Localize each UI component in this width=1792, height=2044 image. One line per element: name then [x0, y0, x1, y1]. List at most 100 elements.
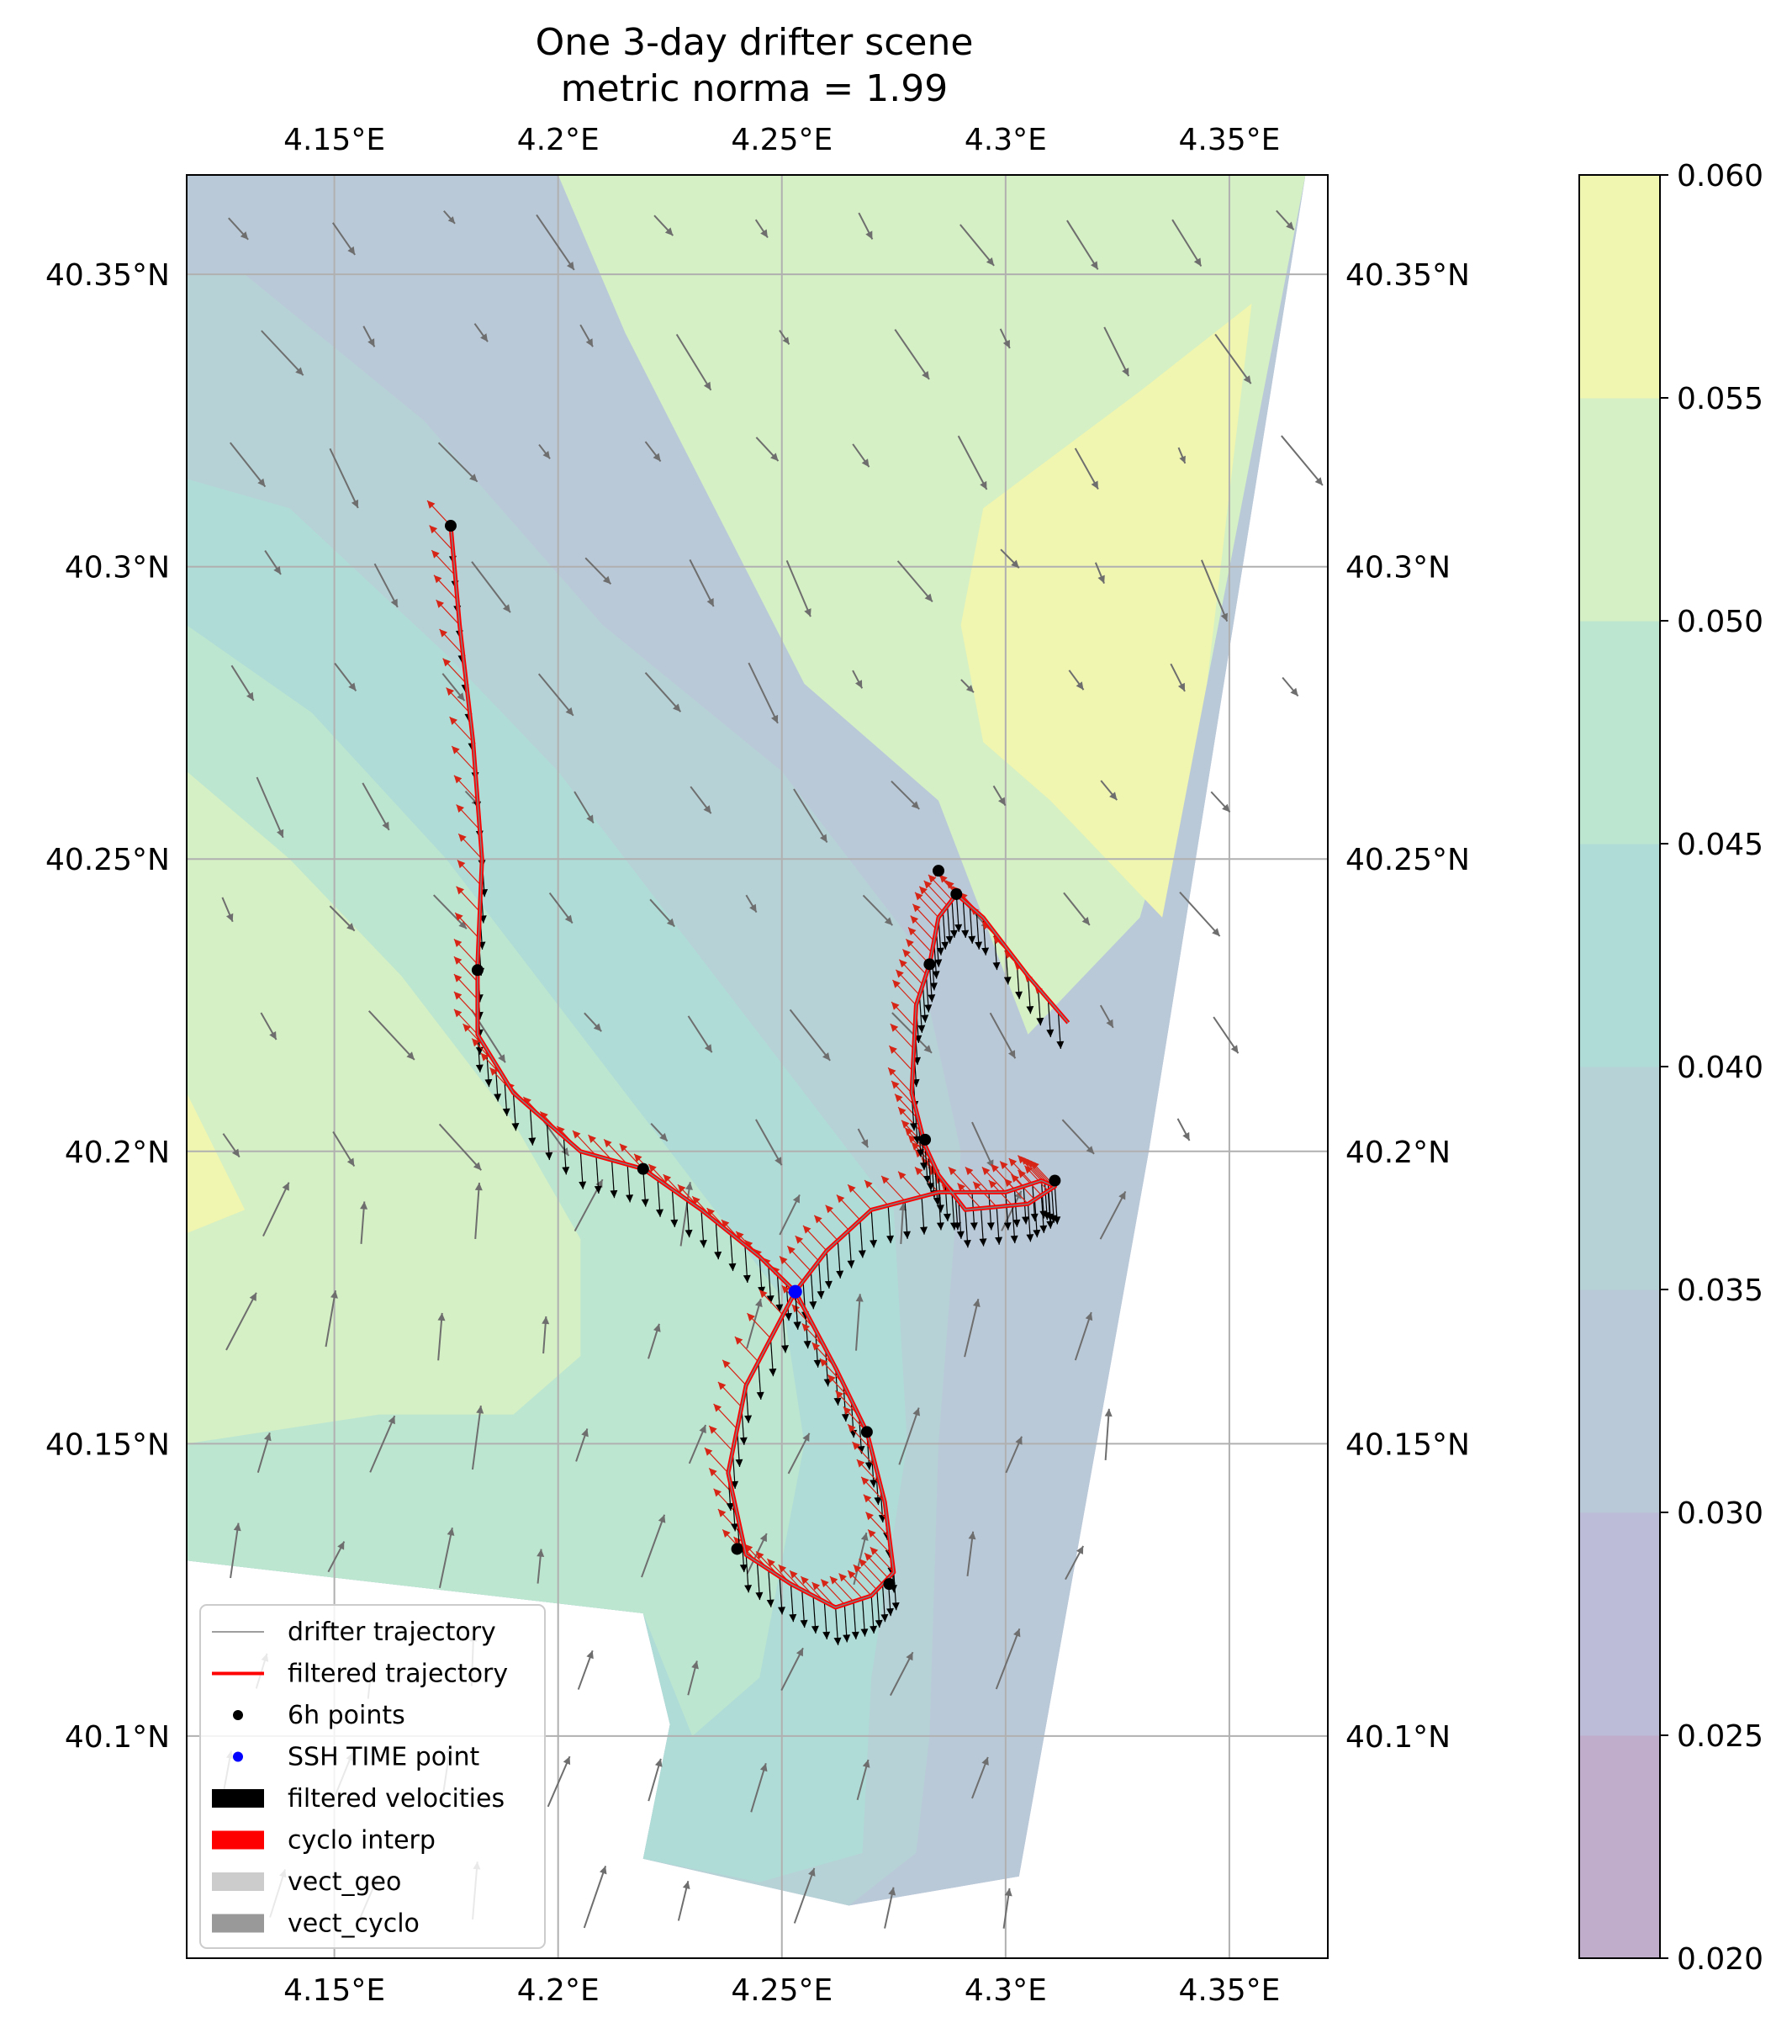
cyclo-interp-arrow-12-2-head: [827, 1374, 836, 1383]
vector-arrow-95: [793, 1867, 816, 1924]
x-tick-label-top-4: 4.35°E: [1178, 123, 1280, 157]
cyclo-interp-arrow-17-0-head: [811, 1582, 821, 1591]
vector-arrow-10: [225, 1292, 257, 1351]
vector-arrow-117: [992, 785, 1007, 807]
filtered-velocity-arrow-28-0-head: [1053, 1216, 1061, 1225]
legend-item-7: vect_cyclo: [212, 1909, 420, 1939]
cyclo-interp-arrow-3-2: [456, 886, 481, 913]
colorbar-label-3: 0.035: [1677, 1274, 1763, 1308]
vector-arrow-130-head: [1091, 480, 1098, 490]
cyclo-interp-arrow-4-0: [453, 938, 478, 965]
filtered-velocity-arrow-10-1: [766, 1265, 774, 1304]
vector-arrow-44-head: [447, 1528, 455, 1536]
vector-arrow-142-head: [1243, 375, 1251, 384]
vector-arrow-108-head: [860, 1533, 869, 1541]
vector-arrow-54: [548, 892, 574, 924]
filtered-velocity-arrow-17-1: [822, 1601, 831, 1640]
vector-arrow-101: [891, 780, 920, 810]
cyclo-interp-arrow-15-0: [870, 1546, 895, 1573]
filtered-velocity-arrow-31-3: [927, 1152, 934, 1191]
filtered-velocity-arrow-36-3-head: [949, 929, 958, 938]
vector-arrow-139-shaft: [1104, 1408, 1110, 1460]
drifter-trajectory-line: [450, 525, 1069, 1608]
filtered-velocity-arrow-15-3-head: [875, 1619, 883, 1628]
vector-arrow-72-head: [659, 1132, 668, 1141]
colorbar-segment-2: [1579, 1289, 1660, 1513]
colorbar-label-1: 0.025: [1677, 1719, 1763, 1754]
vector-arrow-8: [222, 1133, 241, 1158]
filtered-velocity-arrow-8-0-head: [641, 1199, 649, 1207]
vector-arrow-54-head: [564, 914, 573, 924]
vector-arrow-127-head: [1004, 1888, 1012, 1897]
y-tick-label-left-2: 40.2°N: [65, 1136, 170, 1170]
cyclo-interp-arrow-3-0-head: [458, 834, 467, 842]
filtered-velocity-arrow-20-0-head: [726, 1502, 734, 1512]
cyclo-interp-arrow-35-3-head: [912, 903, 921, 913]
vector-arrow-131: [1094, 562, 1105, 584]
cyclo-interp-arrow-4-3-head: [453, 991, 463, 1000]
filtered-velocity-arrow-18-0-head: [789, 1613, 797, 1623]
cyclo-interp-arrow-16-0: [847, 1570, 872, 1597]
filtered-velocity-arrow-24-2-head: [903, 1231, 911, 1239]
cyclo-interp-arrow-19-2-head: [713, 1488, 722, 1497]
cyclo-interp-arrow-36-1: [918, 886, 944, 913]
filtered-velocity-arrow-32-0-head: [923, 1175, 931, 1184]
vector-arrow-19-head: [390, 598, 398, 607]
cyclo-interp-arrow-13-3: [856, 1459, 881, 1485]
cyclo-interp-arrow-24-1-head: [864, 1180, 873, 1189]
cyclo-interp-arrow-25-2-head: [948, 1167, 957, 1176]
cyclo-interp-arrow-2-2-head: [453, 775, 463, 784]
vector-arrow-140-head: [1076, 1546, 1084, 1554]
filtered-velocity-arrow-10-1-head: [766, 1295, 774, 1304]
vector-arrow-79-head: [682, 1881, 690, 1889]
filtered-velocity-arrow-30-1: [956, 1200, 965, 1239]
filtered-velocity-arrow-8-1: [656, 1178, 663, 1217]
x-tick-label-bottom-0: 4.15°E: [283, 1973, 385, 2008]
cyclo-interp-arrow-4-2: [453, 973, 478, 1000]
cyclo-interp-arrow-34-3: [901, 949, 927, 975]
cyclo-interp-arrow-2-1: [451, 745, 476, 772]
vector-arrow-67: [689, 559, 715, 607]
vector-arrow-65: [675, 333, 712, 391]
vector-arrow-110-head: [862, 1760, 870, 1768]
vector-arrow-137: [1099, 1190, 1127, 1240]
filtered-velocity-arrow-39-0: [1026, 976, 1034, 1014]
filtered-velocity-arrow-11-2: [813, 1329, 822, 1368]
vector-arrow-111: [884, 1887, 896, 1929]
filtered-velocity-arrow-5-1-head: [484, 1078, 493, 1088]
filtered-velocity-arrow-6-0: [511, 1093, 520, 1131]
legend-marker-dot: [233, 1710, 243, 1720]
cyclo-interp-arrow-4-2-head: [453, 974, 463, 982]
cyclo-interp-arrow-14-2-head: [865, 1512, 874, 1521]
filtered-velocity-arrow-21-2-head: [769, 1368, 777, 1377]
vector-arrow-26: [325, 1289, 338, 1348]
colorbar-segment-1: [1579, 1512, 1660, 1736]
cyclo-interp-arrow-14-1-head: [863, 1494, 872, 1503]
filtered-velocity-arrow-7-2-head: [610, 1189, 618, 1199]
cyclo-interp-arrow-8-3-head: [663, 1174, 672, 1183]
vector-arrow-127: [1002, 1888, 1012, 1929]
cyclo-interp-arrow-34-0-head: [892, 980, 901, 988]
cyclo-interp-arrow-3-3-head: [455, 913, 463, 921]
vector-arrow-12: [230, 1522, 241, 1579]
cyclo-interp-arrow-35-2-head: [910, 915, 919, 924]
filtered-velocity-arrow-18-2: [766, 1569, 774, 1607]
filtered-velocity-arrow-20-1-head: [731, 1480, 739, 1489]
vector-arrow-106-head: [855, 1294, 864, 1302]
filtered-velocity-arrow-11-2-head: [813, 1359, 822, 1368]
filtered-velocity-arrow-9-1: [714, 1221, 722, 1260]
filtered-velocity-arrow-37-1: [961, 899, 970, 938]
filtered-velocity-arrow-30-2-head: [949, 1222, 958, 1231]
cyclo-interp-arrow-26-2: [999, 1161, 1024, 1187]
cyclo-interp-arrow-15-2-head: [859, 1559, 867, 1567]
cyclo-interp-arrow-25-0-head: [915, 1167, 923, 1176]
filtered-velocity-arrow-36-2: [945, 905, 954, 944]
filtered-velocity-arrow-7-1-head: [594, 1185, 602, 1194]
filtered-velocity-arrow-16-3: [843, 1604, 851, 1643]
vector-arrow-75-head: [699, 1425, 706, 1434]
vector-arrow-41-head: [474, 1183, 483, 1191]
filtered-velocity-arrow-39-0-head: [1026, 1006, 1034, 1014]
cyclo-interp-arrow-13-2: [852, 1441, 876, 1468]
vector-arrow-44: [438, 1527, 455, 1589]
vector-arrow-10-head: [249, 1292, 256, 1301]
